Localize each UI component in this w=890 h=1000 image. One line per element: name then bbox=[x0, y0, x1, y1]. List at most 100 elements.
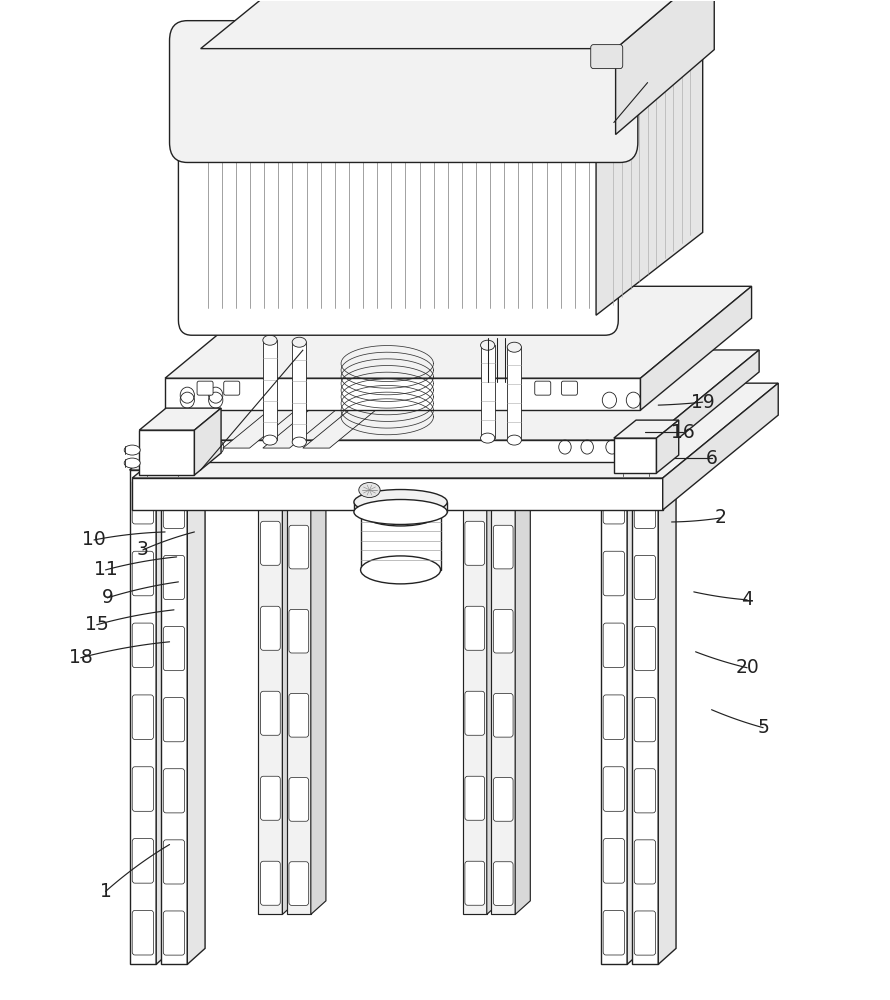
Polygon shape bbox=[601, 470, 627, 964]
Text: 19: 19 bbox=[691, 393, 715, 412]
Text: 15: 15 bbox=[85, 615, 109, 634]
FancyBboxPatch shape bbox=[133, 695, 154, 739]
Polygon shape bbox=[157, 454, 174, 964]
Polygon shape bbox=[354, 502, 447, 512]
Polygon shape bbox=[133, 478, 663, 510]
FancyBboxPatch shape bbox=[163, 769, 184, 813]
Polygon shape bbox=[491, 432, 515, 914]
FancyBboxPatch shape bbox=[289, 441, 309, 485]
FancyBboxPatch shape bbox=[493, 525, 513, 569]
Polygon shape bbox=[187, 459, 205, 964]
Polygon shape bbox=[303, 358, 440, 448]
FancyBboxPatch shape bbox=[635, 698, 656, 742]
FancyBboxPatch shape bbox=[169, 21, 638, 162]
Ellipse shape bbox=[507, 435, 522, 445]
Ellipse shape bbox=[292, 337, 306, 347]
Polygon shape bbox=[160, 475, 187, 964]
Polygon shape bbox=[463, 427, 487, 914]
Polygon shape bbox=[148, 440, 650, 462]
FancyBboxPatch shape bbox=[635, 840, 656, 884]
Text: 16: 16 bbox=[671, 423, 695, 442]
FancyBboxPatch shape bbox=[603, 695, 625, 739]
Ellipse shape bbox=[359, 483, 380, 498]
Polygon shape bbox=[263, 340, 277, 440]
Polygon shape bbox=[140, 408, 221, 430]
Polygon shape bbox=[287, 432, 311, 914]
Ellipse shape bbox=[360, 556, 441, 584]
FancyBboxPatch shape bbox=[133, 767, 154, 811]
Polygon shape bbox=[491, 419, 530, 432]
FancyBboxPatch shape bbox=[465, 521, 485, 565]
Ellipse shape bbox=[292, 437, 306, 447]
FancyBboxPatch shape bbox=[635, 484, 656, 528]
FancyBboxPatch shape bbox=[163, 698, 184, 742]
Ellipse shape bbox=[125, 445, 141, 455]
Polygon shape bbox=[659, 459, 676, 964]
Polygon shape bbox=[292, 342, 306, 442]
FancyBboxPatch shape bbox=[163, 627, 184, 671]
FancyBboxPatch shape bbox=[535, 381, 551, 395]
FancyBboxPatch shape bbox=[635, 555, 656, 600]
Ellipse shape bbox=[263, 335, 277, 345]
FancyBboxPatch shape bbox=[133, 551, 154, 596]
FancyBboxPatch shape bbox=[163, 555, 184, 600]
Polygon shape bbox=[507, 347, 522, 440]
FancyBboxPatch shape bbox=[465, 691, 485, 735]
Polygon shape bbox=[194, 408, 221, 475]
FancyBboxPatch shape bbox=[197, 381, 213, 395]
Polygon shape bbox=[165, 286, 751, 378]
Polygon shape bbox=[222, 358, 360, 448]
FancyBboxPatch shape bbox=[603, 551, 625, 596]
Polygon shape bbox=[614, 438, 657, 473]
FancyBboxPatch shape bbox=[603, 479, 625, 524]
FancyBboxPatch shape bbox=[591, 45, 623, 69]
FancyBboxPatch shape bbox=[493, 609, 513, 653]
FancyBboxPatch shape bbox=[493, 441, 513, 485]
FancyBboxPatch shape bbox=[178, 106, 619, 335]
FancyBboxPatch shape bbox=[603, 839, 625, 883]
FancyBboxPatch shape bbox=[133, 479, 154, 524]
Polygon shape bbox=[200, 41, 703, 126]
Ellipse shape bbox=[507, 342, 522, 352]
Polygon shape bbox=[616, 0, 715, 135]
Polygon shape bbox=[641, 286, 751, 410]
Polygon shape bbox=[663, 383, 778, 510]
Polygon shape bbox=[614, 420, 679, 438]
FancyBboxPatch shape bbox=[261, 436, 280, 480]
Text: 10: 10 bbox=[82, 530, 106, 549]
Polygon shape bbox=[130, 454, 174, 470]
FancyBboxPatch shape bbox=[465, 776, 485, 820]
FancyBboxPatch shape bbox=[261, 606, 280, 650]
FancyBboxPatch shape bbox=[635, 769, 656, 813]
Polygon shape bbox=[481, 345, 495, 438]
Polygon shape bbox=[148, 350, 759, 440]
FancyBboxPatch shape bbox=[261, 691, 280, 735]
Polygon shape bbox=[200, 0, 715, 49]
FancyBboxPatch shape bbox=[493, 778, 513, 821]
Ellipse shape bbox=[354, 500, 447, 524]
Polygon shape bbox=[632, 475, 659, 964]
FancyBboxPatch shape bbox=[465, 861, 485, 905]
Ellipse shape bbox=[481, 340, 495, 350]
Polygon shape bbox=[627, 454, 645, 964]
FancyBboxPatch shape bbox=[289, 525, 309, 569]
FancyBboxPatch shape bbox=[635, 627, 656, 671]
FancyBboxPatch shape bbox=[603, 910, 625, 955]
FancyBboxPatch shape bbox=[133, 623, 154, 668]
FancyBboxPatch shape bbox=[289, 862, 309, 905]
Polygon shape bbox=[311, 419, 326, 914]
Text: 1: 1 bbox=[100, 882, 111, 901]
Polygon shape bbox=[601, 454, 645, 470]
Text: 3: 3 bbox=[137, 540, 149, 559]
Ellipse shape bbox=[354, 490, 447, 514]
FancyBboxPatch shape bbox=[163, 911, 184, 955]
Polygon shape bbox=[596, 41, 703, 315]
FancyBboxPatch shape bbox=[465, 436, 485, 480]
Polygon shape bbox=[263, 358, 400, 448]
FancyBboxPatch shape bbox=[261, 776, 280, 820]
FancyBboxPatch shape bbox=[261, 521, 280, 565]
Polygon shape bbox=[650, 350, 759, 462]
FancyBboxPatch shape bbox=[133, 910, 154, 955]
Ellipse shape bbox=[481, 433, 495, 443]
FancyBboxPatch shape bbox=[163, 484, 184, 528]
